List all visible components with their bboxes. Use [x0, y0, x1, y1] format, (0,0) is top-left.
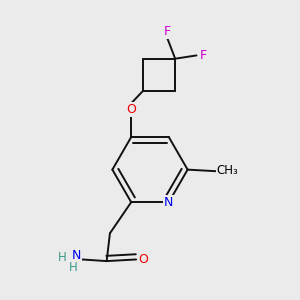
Text: CH₃: CH₃	[217, 164, 238, 177]
Text: H: H	[58, 251, 66, 264]
Text: O: O	[138, 253, 148, 266]
Text: H: H	[69, 261, 77, 274]
Text: F: F	[200, 49, 207, 62]
Text: F: F	[164, 25, 171, 38]
Text: N: N	[71, 249, 81, 262]
Text: O: O	[126, 103, 136, 116]
Text: N: N	[164, 196, 173, 209]
